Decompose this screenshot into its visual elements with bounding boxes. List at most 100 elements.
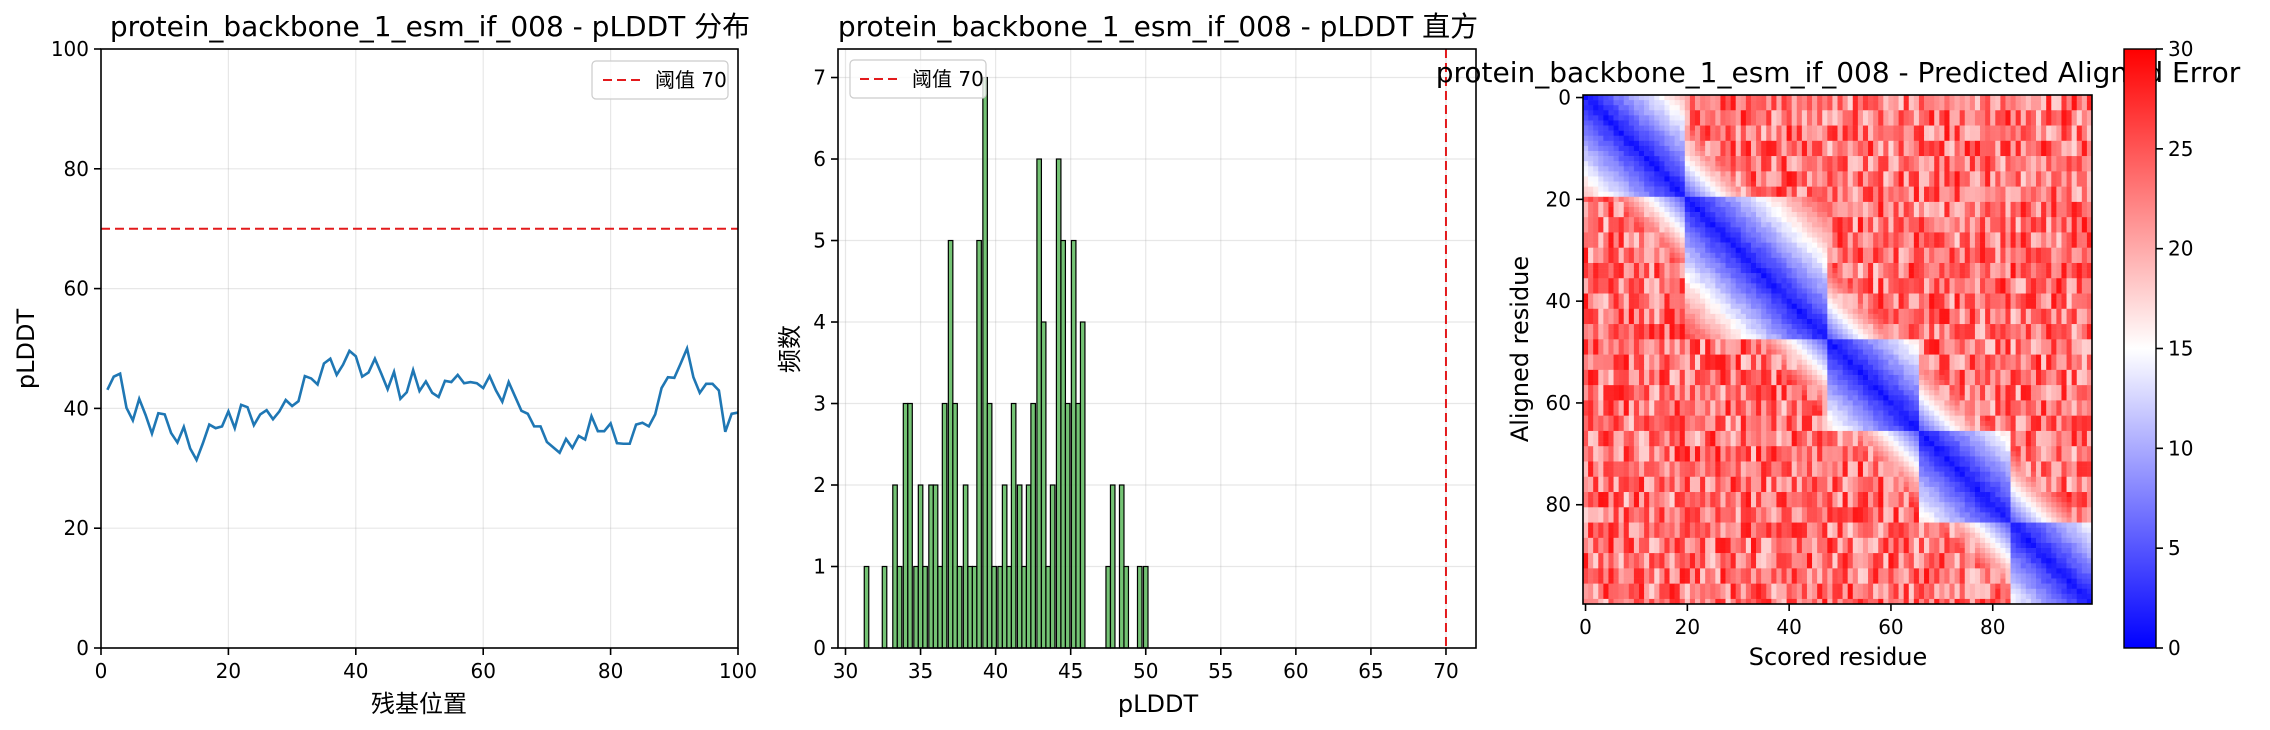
pae-cell — [1761, 232, 1767, 238]
pae-cell — [1603, 206, 1609, 213]
pae-cell — [1603, 95, 1609, 101]
pae-cell — [1603, 186, 1609, 193]
pae-cell — [2056, 100, 2062, 106]
pae-cell — [1883, 130, 1889, 137]
pae-cell — [1847, 283, 1854, 289]
pae-cell — [1689, 288, 1696, 294]
histogram-bar — [991, 565, 997, 649]
pae-cell — [1654, 324, 1660, 330]
pae-cell — [1954, 212, 1960, 218]
pae-cell — [1766, 156, 1772, 162]
histogram-bar — [913, 565, 919, 649]
pae-cell — [1913, 191, 1920, 198]
pae-cell — [1735, 278, 1742, 284]
pae-cell — [2025, 150, 2032, 157]
pae-cell — [2010, 247, 2016, 254]
pae-cell — [1654, 308, 1660, 315]
pae-cell — [1898, 140, 1904, 147]
pae-cell — [2010, 222, 2016, 228]
pae-cell — [1847, 176, 1854, 182]
pae-cell — [1659, 232, 1665, 238]
pae-cell — [2020, 303, 2027, 310]
pae-cell — [1618, 196, 1625, 203]
pae-cell — [1903, 156, 1910, 162]
pae-cell — [1806, 212, 1813, 218]
pae-cell — [1817, 288, 1823, 294]
pae-cell — [1761, 186, 1767, 193]
pae-cell — [1705, 217, 1711, 223]
pae-cell — [2061, 166, 2067, 172]
pae-cell — [1771, 115, 1777, 121]
pae-cell — [1633, 217, 1640, 223]
pae-cell — [1862, 252, 1869, 259]
pae-cell — [2081, 247, 2088, 254]
pae-cell — [1633, 161, 1640, 167]
pae-cell — [1720, 161, 1726, 167]
pae-cell — [1801, 324, 1808, 330]
pae-cell — [1700, 120, 1706, 126]
pae-cell — [1929, 125, 1935, 131]
pae-cell — [1918, 95, 1925, 101]
pae-cell — [1766, 252, 1772, 259]
pae-cell — [1720, 329, 1726, 335]
pae-cell — [1969, 191, 1976, 198]
pae-cell — [1878, 100, 1884, 106]
pae-cell — [1730, 247, 1736, 254]
pae-cell — [1684, 115, 1691, 121]
pae-cell — [1847, 278, 1854, 284]
pae-cell — [1740, 273, 1747, 279]
pae-cell — [1588, 196, 1594, 203]
pae-cell — [1740, 181, 1747, 187]
pae-cell — [1985, 171, 1991, 177]
pae-cell — [1725, 201, 1731, 208]
histogram-bar — [1136, 565, 1143, 649]
pae-cell — [1903, 176, 1910, 182]
pae-cell — [2046, 105, 2052, 111]
pae-cell — [1654, 252, 1660, 259]
pae-cell — [1776, 191, 1782, 198]
pae-cell — [1806, 334, 1813, 340]
pae-cell — [1913, 166, 1920, 172]
pae-cell — [1837, 161, 1843, 167]
pae-cell — [1633, 278, 1640, 284]
pae-cell — [1750, 181, 1757, 187]
pae-cell — [2056, 252, 2062, 259]
pae-cell — [2015, 145, 2022, 152]
pae-cell — [1791, 201, 1798, 208]
pae-cell — [2015, 268, 2022, 274]
pae-cell — [1705, 257, 1711, 264]
pae-cell — [1862, 196, 1869, 203]
pae-cell — [1842, 196, 1848, 203]
pae-cell — [1598, 181, 1604, 187]
histogram-bar — [1070, 239, 1077, 649]
pae-cell — [1913, 252, 1920, 259]
pae-cell — [1720, 242, 1726, 248]
pae-cell — [2046, 110, 2052, 116]
pae-cell — [1771, 206, 1777, 213]
pae-cell — [1725, 298, 1731, 304]
pae-cell — [1628, 166, 1635, 172]
pae-cell — [1781, 237, 1787, 243]
pae-cell — [1868, 318, 1874, 325]
pae-cell — [1827, 156, 1833, 162]
pae-cell — [1588, 283, 1594, 289]
pae-cell — [1603, 318, 1609, 325]
pae-cell — [1990, 105, 1996, 111]
pae-cell — [1771, 313, 1777, 320]
pae-cell — [2046, 298, 2052, 304]
pae-cell — [1862, 186, 1869, 193]
pae-cell — [2056, 166, 2062, 172]
pae-cell — [1771, 105, 1777, 111]
pae-cell — [1837, 232, 1843, 238]
pae-cell — [1883, 303, 1889, 310]
pae-cell — [1862, 171, 1869, 177]
pae-cell — [1603, 334, 1609, 340]
pae-cell — [1603, 303, 1609, 310]
pae-cell — [1659, 278, 1665, 284]
pae-cell — [1939, 232, 1945, 238]
pae-cell — [2015, 334, 2022, 340]
pae-cell — [1995, 196, 2001, 203]
pae-cell — [1715, 105, 1721, 111]
pae-cell — [1598, 176, 1604, 182]
pae-cell — [1964, 283, 1971, 289]
